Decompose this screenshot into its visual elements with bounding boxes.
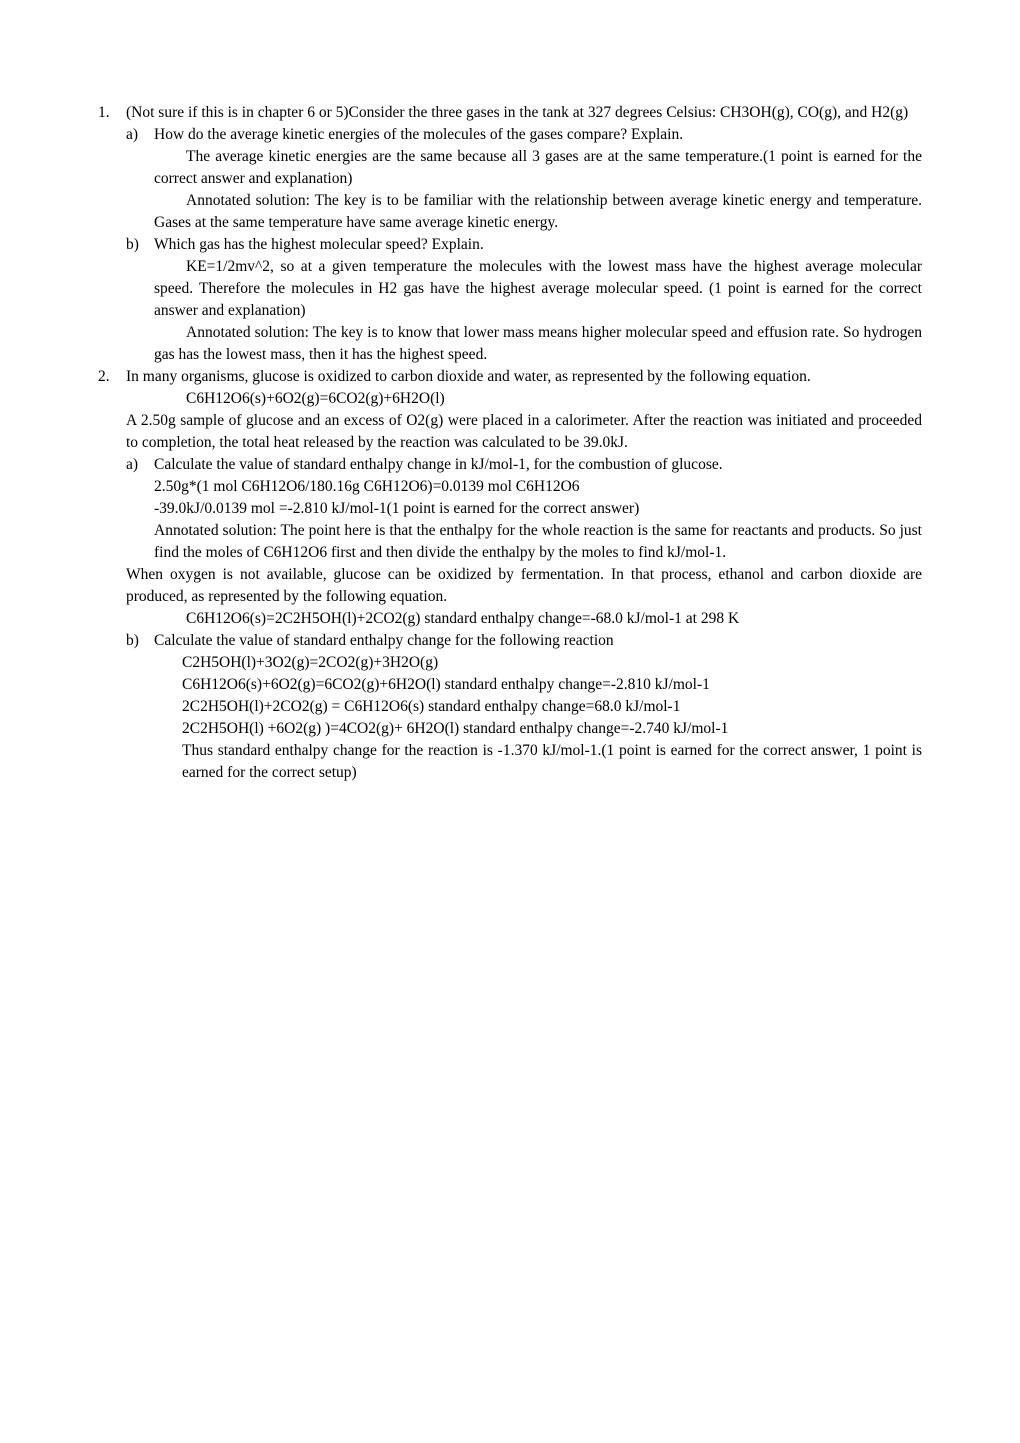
equation: C2H5OH(l)+3O2(g)=2CO2(g)+3H2O(g) <box>182 652 922 674</box>
annotated-paragraph: Annotated solution: The key is to know t… <box>154 322 922 366</box>
subpart-question: Calculate the value of standard enthalpy… <box>154 456 723 473</box>
mid-paragraph: When oxygen is not available, glucose ca… <box>126 564 922 608</box>
document-page: 1. (Not sure if this is in chapter 6 or … <box>0 0 1020 1443</box>
equation: C6H12O6(s)+6O2(g)=6CO2(g)+6H2O(l) <box>186 388 922 410</box>
question-1b: b) Which gas has the highest molecular s… <box>126 234 922 366</box>
subpart-letter: b) <box>126 234 154 366</box>
subpart-letter: a) <box>126 454 154 564</box>
annotated-paragraph: Annotated solution: The key is to be fam… <box>154 190 922 234</box>
question-content: In many organisms, glucose is oxidized t… <box>126 366 922 784</box>
question-1a: a) How do the average kinetic energies o… <box>126 124 922 234</box>
subpart-content: Calculate the value of standard enthalpy… <box>154 630 922 784</box>
subpart-question: Which gas has the highest molecular spee… <box>154 236 484 253</box>
calculation-line: 2.50g*(1 mol C6H12O6/180.16g C6H12O6)=0.… <box>154 476 922 498</box>
answer-paragraph: The average kinetic energies are the sam… <box>154 146 922 190</box>
conclusion: Thus standard enthalpy change for the re… <box>182 740 922 784</box>
subpart-question: Calculate the value of standard enthalpy… <box>154 632 614 649</box>
subpart-letter: b) <box>126 630 154 784</box>
subpart-content: Calculate the value of standard enthalpy… <box>154 454 922 564</box>
equation: C6H12O6(s)+6O2(g)=6CO2(g)+6H2O(l) standa… <box>182 674 922 696</box>
question-number: 2. <box>98 366 126 784</box>
annotated-paragraph: Annotated solution: The point here is th… <box>154 520 922 564</box>
equation: 2C2H5OH(l)+2CO2(g) = C6H12O6(s) standard… <box>182 696 922 718</box>
question-content: (Not sure if this is in chapter 6 or 5)C… <box>126 102 922 366</box>
question-intro: (Not sure if this is in chapter 6 or 5)C… <box>126 104 908 121</box>
question-2b: b) Calculate the value of standard entha… <box>126 630 922 784</box>
answer-paragraph: KE=1/2mv^2, so at a given temperature th… <box>154 256 922 322</box>
subpart-letter: a) <box>126 124 154 234</box>
equation: C6H12O6(s)=2C2H5OH(l)+2CO2(g) standard e… <box>186 608 922 630</box>
subpart-content: How do the average kinetic energies of t… <box>154 124 922 234</box>
subpart-question: How do the average kinetic energies of t… <box>154 126 683 143</box>
question-intro-2: A 2.50g sample of glucose and an excess … <box>126 410 922 454</box>
calculation-line: -39.0kJ/0.0139 mol =-2.810 kJ/mol-1(1 po… <box>154 498 922 520</box>
question-number: 1. <box>98 102 126 366</box>
question-2a: a) Calculate the value of standard entha… <box>126 454 922 564</box>
equation: 2C2H5OH(l) +6O2(g) )=4CO2(g)+ 6H2O(l) st… <box>182 718 922 740</box>
question-2: 2. In many organisms, glucose is oxidize… <box>98 366 922 784</box>
question-intro: In many organisms, glucose is oxidized t… <box>126 368 811 385</box>
subpart-content: Which gas has the highest molecular spee… <box>154 234 922 366</box>
question-1: 1. (Not sure if this is in chapter 6 or … <box>98 102 922 366</box>
